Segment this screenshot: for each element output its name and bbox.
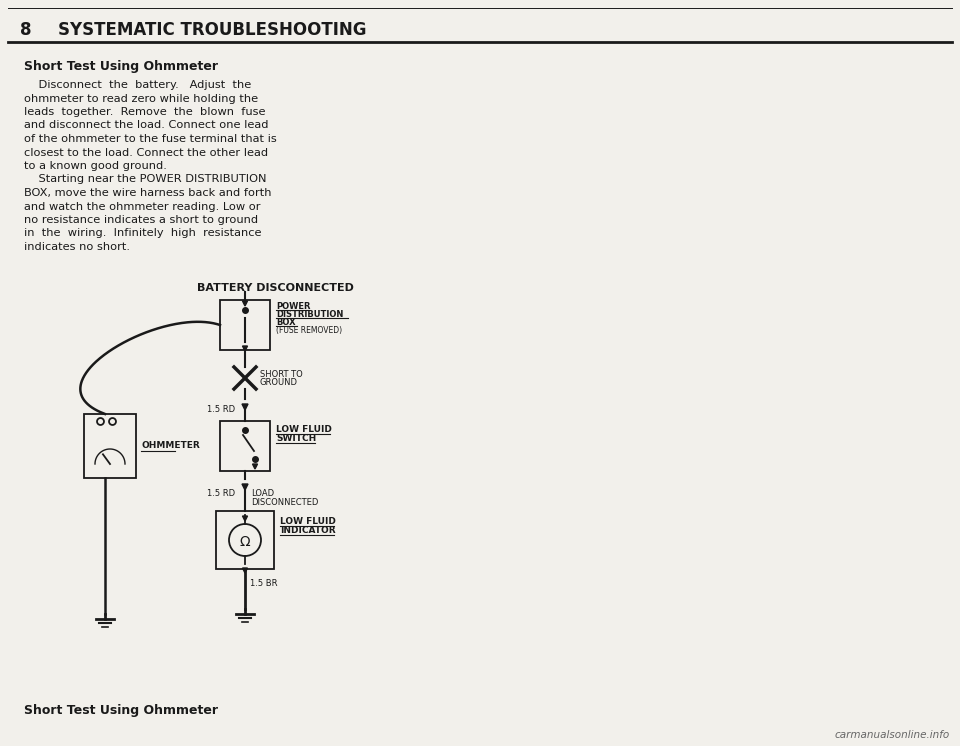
Polygon shape xyxy=(242,404,248,410)
Text: OHMMETER: OHMMETER xyxy=(141,442,200,451)
Polygon shape xyxy=(252,464,257,469)
Polygon shape xyxy=(243,516,248,521)
Bar xyxy=(216,511,274,569)
Text: BATTERY DISCONNECTED: BATTERY DISCONNECTED xyxy=(197,283,353,293)
Text: no resistance indicates a short to ground: no resistance indicates a short to groun… xyxy=(24,215,258,225)
Text: BOX, move the wire harness back and forth: BOX, move the wire harness back and fort… xyxy=(24,188,272,198)
Text: LOW FLUID: LOW FLUID xyxy=(276,425,332,434)
Text: BOX: BOX xyxy=(276,318,296,327)
Text: DISCONNECTED: DISCONNECTED xyxy=(251,498,319,507)
Text: Starting near the POWER DISTRIBUTION: Starting near the POWER DISTRIBUTION xyxy=(24,175,267,184)
Text: SHORT TO: SHORT TO xyxy=(260,370,302,379)
Text: LOW FLUID: LOW FLUID xyxy=(280,517,336,526)
Polygon shape xyxy=(242,484,248,490)
Text: carmanualsonline.info: carmanualsonline.info xyxy=(835,730,950,740)
Polygon shape xyxy=(243,301,248,306)
Polygon shape xyxy=(243,346,248,351)
Text: 8: 8 xyxy=(20,21,32,39)
Text: 1.5 RD: 1.5 RD xyxy=(207,489,235,498)
Text: SWITCH: SWITCH xyxy=(276,434,316,443)
Text: Disconnect  the  battery.   Adjust  the: Disconnect the battery. Adjust the xyxy=(24,80,252,90)
Text: Ω: Ω xyxy=(240,535,251,549)
Bar xyxy=(220,300,270,350)
Bar xyxy=(220,421,270,471)
Text: Short Test Using Ohmmeter: Short Test Using Ohmmeter xyxy=(24,704,218,717)
Text: GROUND: GROUND xyxy=(260,378,298,387)
Text: in  the  wiring.  Infinitely  high  resistance: in the wiring. Infinitely high resistanc… xyxy=(24,228,261,239)
Circle shape xyxy=(229,524,261,556)
Text: ohmmeter to read zero while holding the: ohmmeter to read zero while holding the xyxy=(24,93,258,104)
Text: and disconnect the load. Connect one lead: and disconnect the load. Connect one lea… xyxy=(24,121,269,131)
Text: (FUSE REMOVED): (FUSE REMOVED) xyxy=(276,326,342,335)
Text: Short Test Using Ohmmeter: Short Test Using Ohmmeter xyxy=(24,60,218,73)
Text: INDICATOR: INDICATOR xyxy=(280,526,336,535)
Text: closest to the load. Connect the other lead: closest to the load. Connect the other l… xyxy=(24,148,268,157)
Polygon shape xyxy=(243,568,248,573)
Bar xyxy=(84,414,136,478)
Text: of the ohmmeter to the fuse terminal that is: of the ohmmeter to the fuse terminal tha… xyxy=(24,134,276,144)
Text: to a known good ground.: to a known good ground. xyxy=(24,161,167,171)
Text: indicates no short.: indicates no short. xyxy=(24,242,130,252)
Text: leads  together.  Remove  the  blown  fuse: leads together. Remove the blown fuse xyxy=(24,107,266,117)
Text: LOAD: LOAD xyxy=(251,489,275,498)
Text: and watch the ohmmeter reading. Low or: and watch the ohmmeter reading. Low or xyxy=(24,201,260,212)
Text: 1.5 RD: 1.5 RD xyxy=(207,404,235,413)
Text: 1.5 BR: 1.5 BR xyxy=(250,579,277,588)
Text: SYSTEMATIC TROUBLESHOOTING: SYSTEMATIC TROUBLESHOOTING xyxy=(58,21,367,39)
Text: DISTRIBUTION: DISTRIBUTION xyxy=(276,310,344,319)
Text: POWER: POWER xyxy=(276,302,310,311)
